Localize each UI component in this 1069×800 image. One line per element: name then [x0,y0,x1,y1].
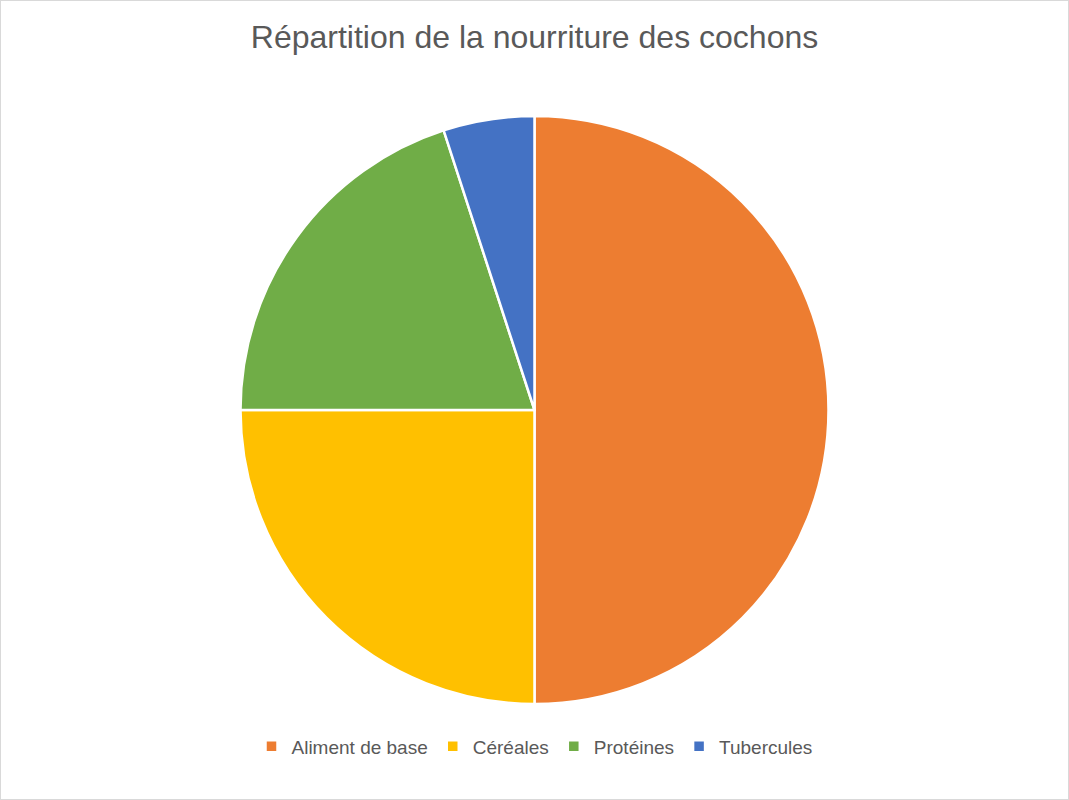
svg-text:Aliment de base: Aliment de base [292,737,428,758]
svg-text:Répartition de la nourriture d: Répartition de la nourriture des cochons [251,19,818,55]
svg-text:Protéines: Protéines [594,737,674,758]
svg-text:Tubercules: Tubercules [719,737,812,758]
svg-text:Céréales: Céréales [473,737,549,758]
